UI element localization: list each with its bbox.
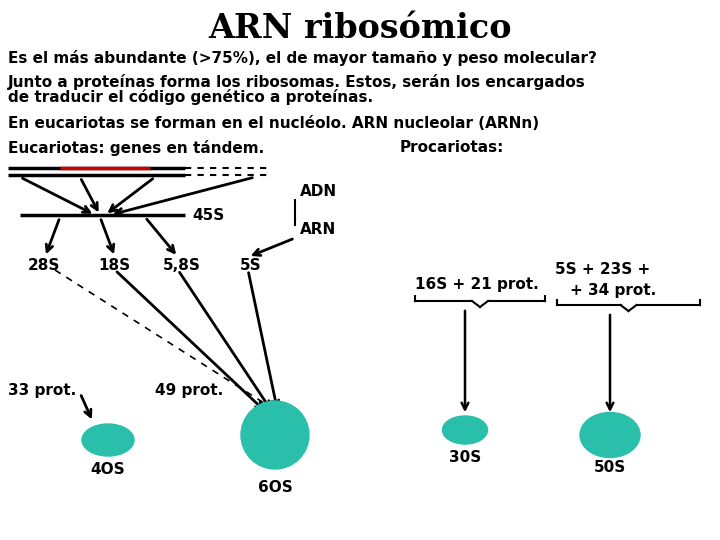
Text: 33 prot.: 33 prot. [8,382,76,397]
Text: ARN: ARN [300,222,336,238]
Ellipse shape [241,401,309,469]
Text: de traducir el código genético a proteínas.: de traducir el código genético a proteín… [8,89,373,105]
Text: 5S + 23S +: 5S + 23S + [555,262,650,278]
Ellipse shape [82,424,134,456]
Text: + 34 prot.: + 34 prot. [570,282,656,298]
Text: En eucariotas se forman en el nucléolo. ARN nucleolar (ARNn): En eucariotas se forman en el nucléolo. … [8,117,539,132]
Text: Eucariotas: genes en tándem.: Eucariotas: genes en tándem. [8,140,264,156]
Text: 28S: 28S [28,258,60,273]
Text: 4OS: 4OS [91,462,125,477]
Text: 16S + 21 prot.: 16S + 21 prot. [415,278,539,293]
Text: 18S: 18S [98,258,130,273]
Text: 5,8S: 5,8S [163,258,201,273]
Text: 45S: 45S [192,207,224,222]
Text: 50S: 50S [594,461,626,476]
Text: Junto a proteínas forma los ribosomas. Estos, serán los encargados: Junto a proteínas forma los ribosomas. E… [8,74,586,90]
Text: 30S: 30S [449,450,481,465]
Text: 49 prot.: 49 prot. [155,382,223,397]
Text: Procariotas:: Procariotas: [400,140,505,156]
Text: ARN ribosómico: ARN ribosómico [208,11,512,44]
Text: ADN: ADN [300,185,337,199]
Text: 5S: 5S [240,258,261,273]
Text: 6OS: 6OS [258,481,292,496]
Ellipse shape [443,416,487,444]
Text: Es el más abundante (>75%), el de mayor tamaño y peso molecular?: Es el más abundante (>75%), el de mayor … [8,50,597,66]
Ellipse shape [580,413,640,457]
